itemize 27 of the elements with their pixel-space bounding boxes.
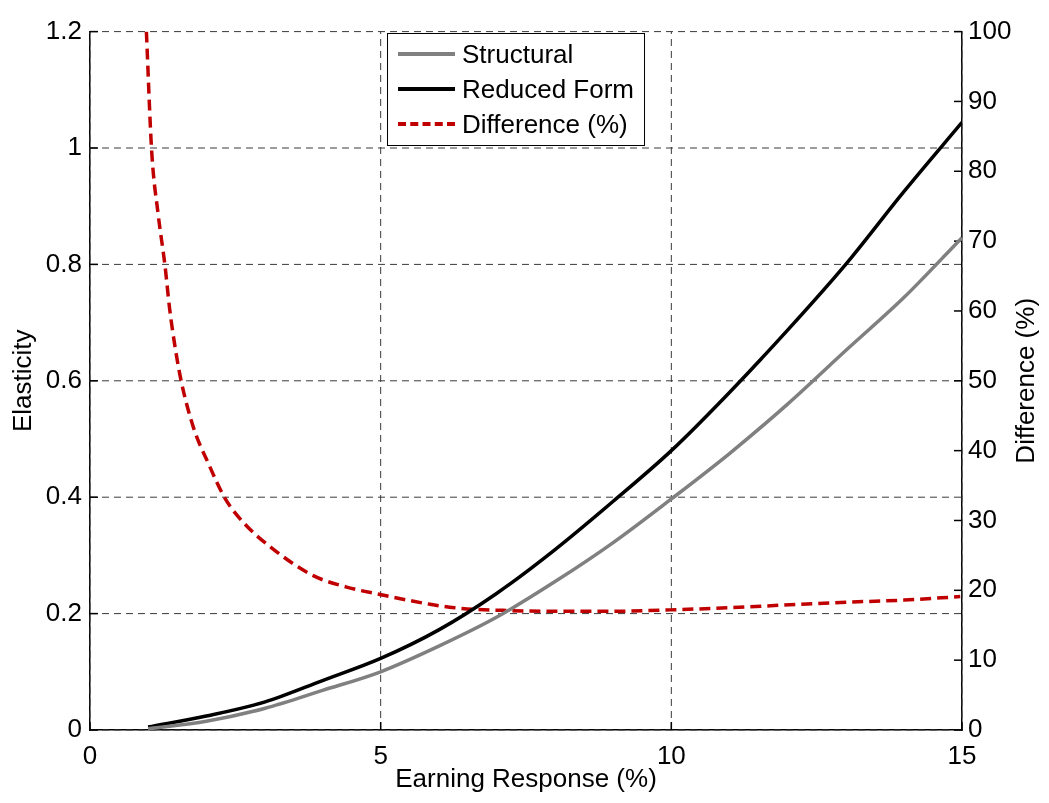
y-tick-label: 1: [67, 131, 82, 162]
y2-tick-label: 30: [968, 503, 997, 534]
legend-label: Reduced Form: [462, 73, 634, 105]
line-series: [146, 235, 962, 730]
y2-tick-label: 20: [968, 573, 997, 604]
y2-tick-label: 80: [968, 154, 997, 185]
y-tick-label: 1.2: [45, 14, 82, 45]
y2-tick-label: 10: [968, 643, 997, 674]
y-axis-title: Elasticity: [6, 329, 37, 433]
y2-tick-label: 60: [968, 294, 997, 325]
legend-label: Structural: [462, 38, 574, 70]
y-tick-label: 0.4: [45, 480, 82, 511]
y2-tick-label: 50: [968, 363, 997, 394]
y-tick-label: 0.6: [45, 363, 82, 394]
y2-tick-label: 70: [968, 224, 997, 255]
x-tick-label: 10: [656, 739, 686, 770]
y2-tick-label: 100: [968, 14, 1012, 45]
y-tick-label: 0: [67, 713, 82, 744]
legend-label: Difference (%): [462, 108, 628, 140]
y-tick-label: 0.8: [45, 247, 82, 278]
y2-tick-label: 90: [968, 84, 997, 115]
y-tick-label: 0.2: [45, 596, 82, 627]
x-tick-label: 5: [373, 739, 388, 770]
y2-axis-title: Difference (%): [1010, 297, 1041, 464]
line-series: [144, 31, 962, 614]
y2-tick-label: 40: [968, 433, 997, 464]
x-axis-title: Earning Response (%): [395, 762, 657, 793]
